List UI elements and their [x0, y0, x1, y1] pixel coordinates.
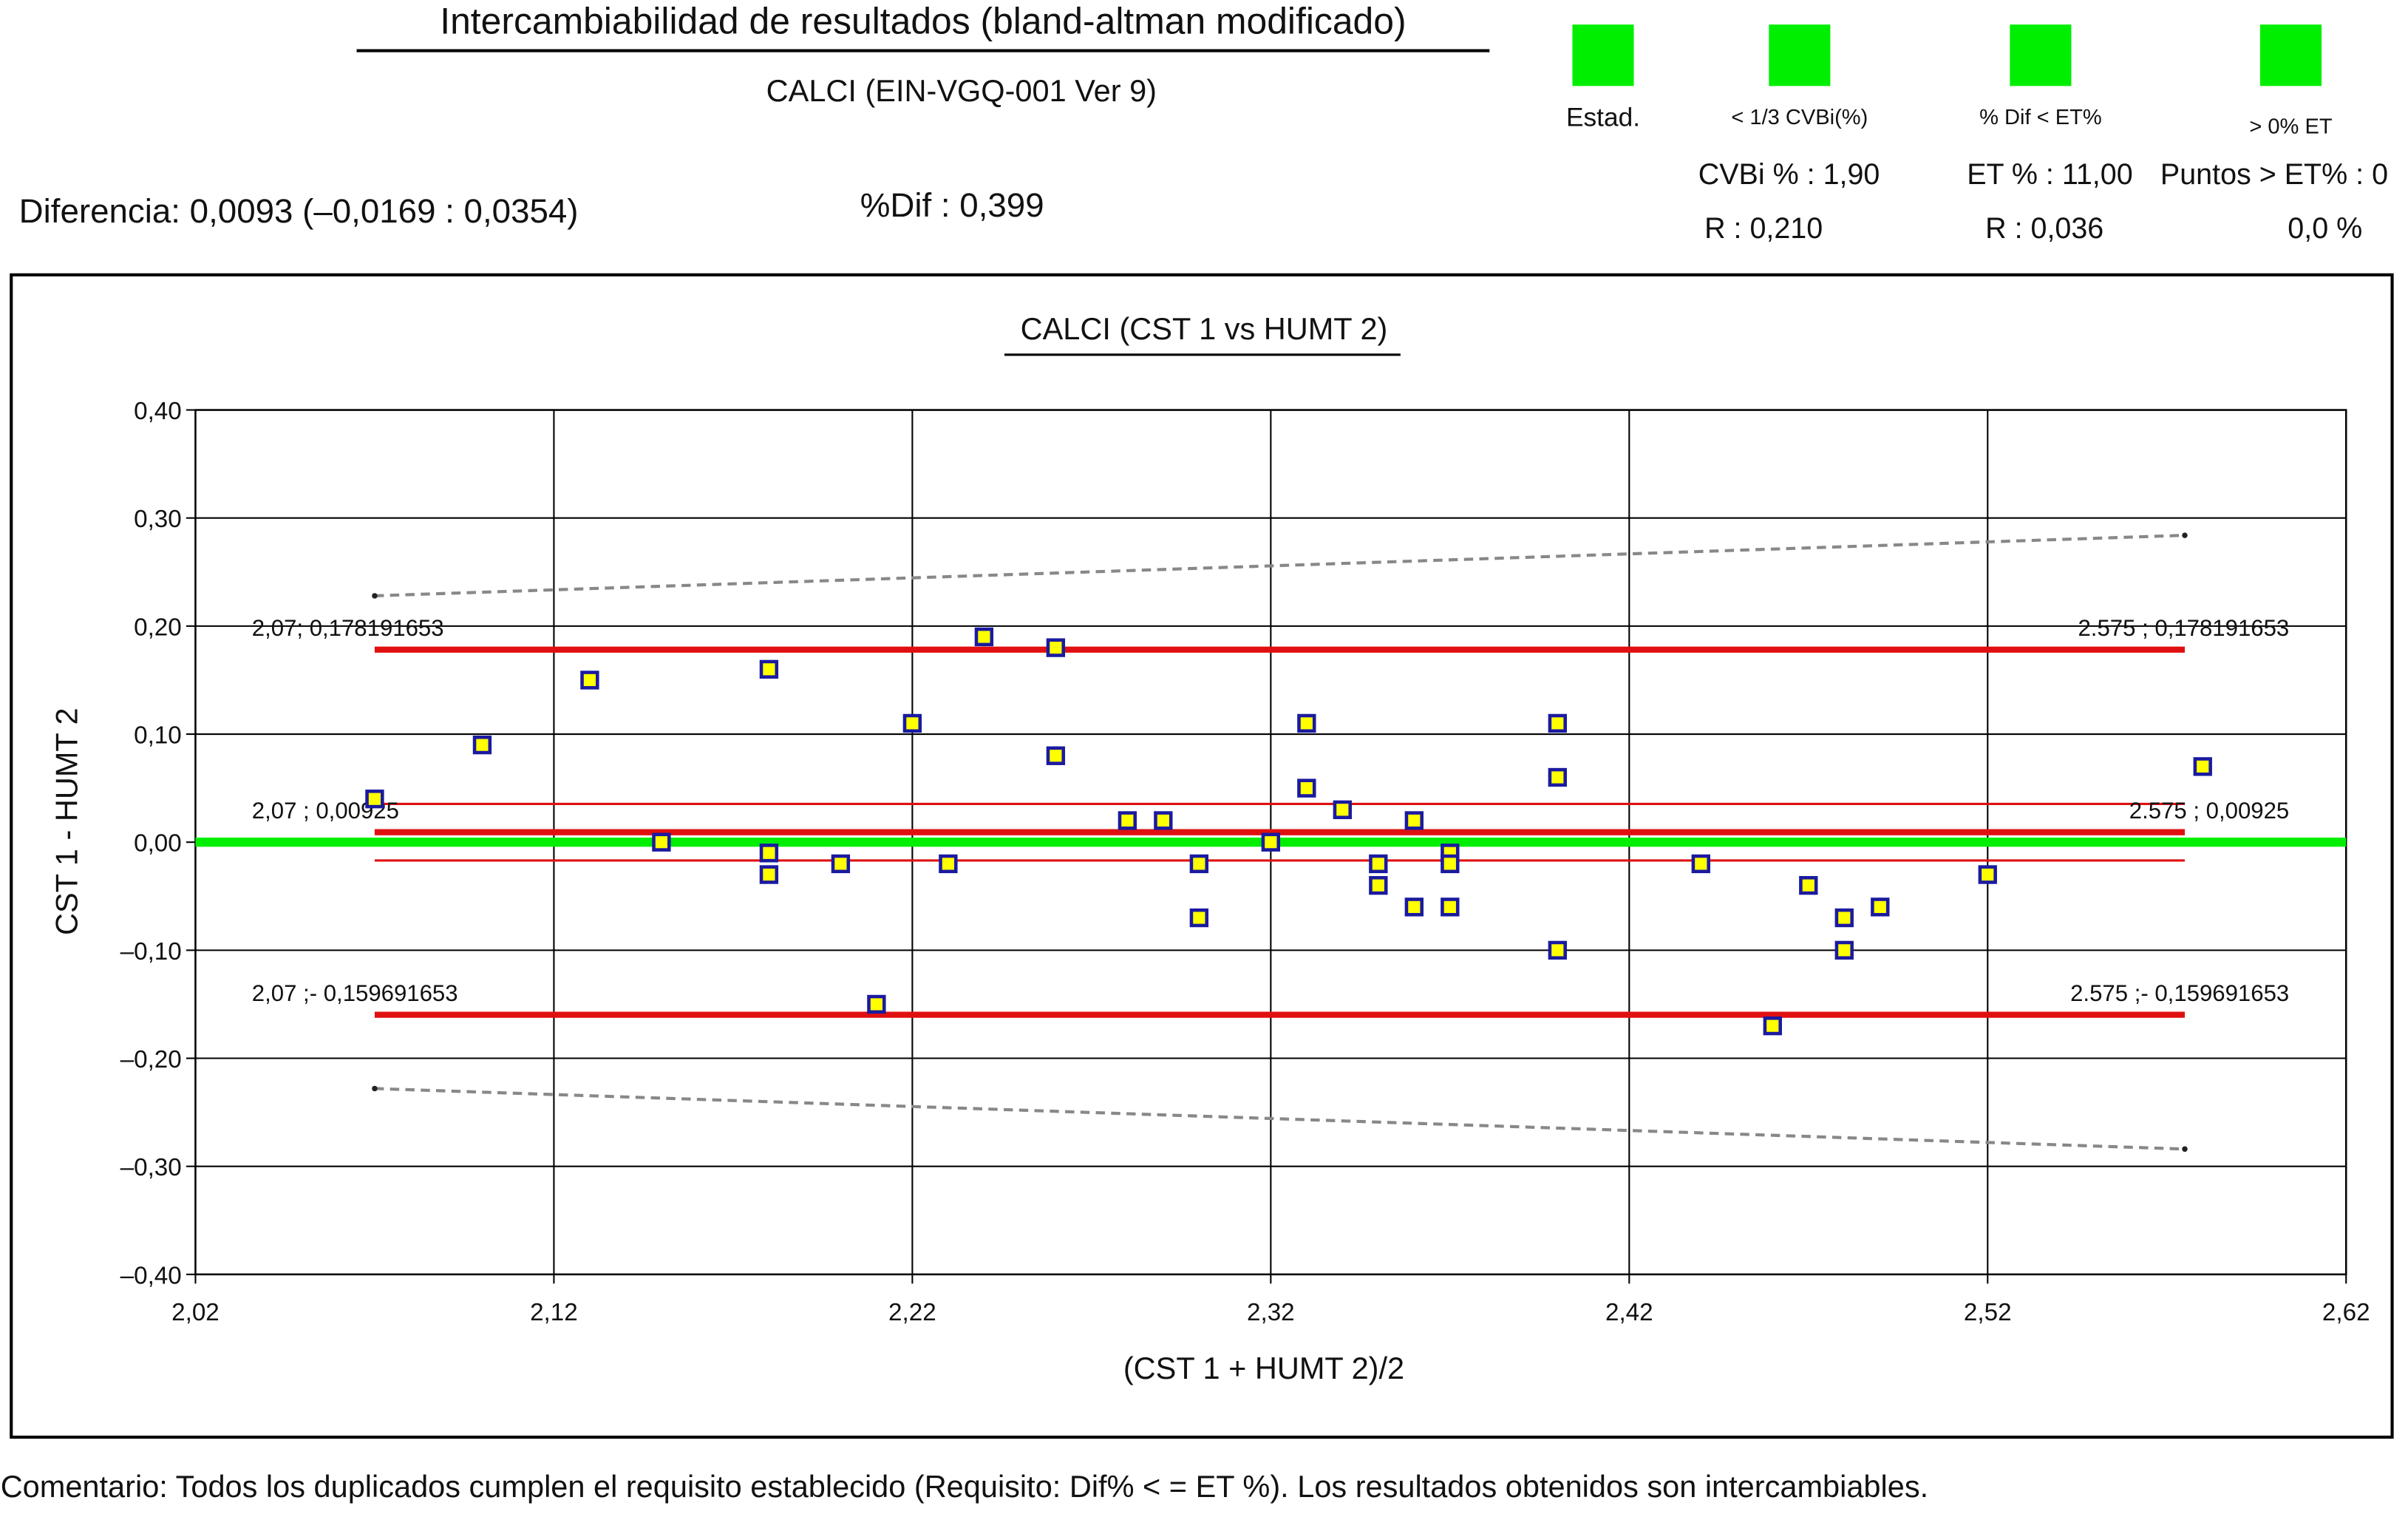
data-point	[1763, 1017, 1782, 1036]
data-point	[1154, 811, 1173, 830]
chart-frame	[10, 273, 2394, 1439]
y-tick-label: –0,10	[120, 938, 182, 965]
data-point	[1799, 875, 1818, 895]
data-point	[1297, 778, 1316, 798]
data-point	[1548, 940, 1567, 960]
data-point	[1441, 897, 1460, 917]
data-point	[1691, 854, 1710, 874]
x-tick-label: 2,42	[1605, 1299, 1653, 1326]
x-tick-label: 2,52	[1964, 1299, 2012, 1326]
data-point	[974, 627, 994, 647]
data-point	[580, 671, 599, 690]
data-point	[759, 865, 779, 884]
line-label: 2.575 ;- 0,159691653	[2070, 980, 2289, 1006]
status-legend: Estad. < 1/3 CVBi(%) % Dif < ET% > 0% ET	[1566, 24, 2333, 139]
data-point	[867, 994, 886, 1014]
data-point	[652, 832, 671, 852]
chart-title: CALCI (CST 1 vs HUMT 2)	[1021, 311, 1388, 346]
data-point	[1333, 800, 1353, 820]
data-point	[759, 659, 779, 679]
y-tick-label: –0,20	[120, 1046, 182, 1073]
legend-label: < 1/3 CVBi(%)	[1731, 106, 1868, 129]
x-axis-label: (CST 1 + HUMT 2)/2	[1123, 1351, 1404, 1385]
x-tick-label: 2,02	[171, 1299, 220, 1326]
difference: Diferencia: 0,0093 (–0,0169 : 0,0354)	[19, 192, 579, 230]
x-tick-label: 2,62	[2322, 1299, 2370, 1326]
legend-label: % Dif < ET%	[1979, 106, 2102, 129]
stat: ET % : 11,00	[1967, 158, 2132, 191]
stat: R : 0,036	[1985, 212, 2103, 245]
data-point	[2193, 757, 2212, 776]
data-point	[902, 713, 922, 733]
x-tick-label: 2,32	[1247, 1299, 1295, 1326]
report-title: Intercambiabilidad de resultados (bland-…	[440, 1, 1406, 42]
data-point	[1404, 811, 1424, 830]
legend-swatch	[2010, 24, 2072, 86]
x-tick-label: 2,12	[530, 1299, 578, 1326]
y-tick-label: –0,30	[120, 1154, 182, 1181]
y-tick-label: 0,00	[134, 830, 182, 858]
limit-end	[2182, 1146, 2188, 1153]
stat: R : 0,210	[1704, 212, 1823, 245]
data-point	[759, 844, 779, 863]
y-tick-label: 0,40	[134, 398, 182, 425]
y-tick-label: 0,30	[134, 506, 182, 533]
data-point	[1189, 908, 1209, 928]
limit-line	[374, 534, 2186, 598]
data-point	[939, 854, 958, 874]
x-tick-label: 2,22	[888, 1299, 936, 1326]
data-point	[1189, 854, 1209, 874]
limit-end	[372, 1085, 378, 1092]
y-tick-label: –0,40	[120, 1262, 182, 1289]
y-axis-label: CST 1 - HUMT 2	[50, 707, 84, 935]
stat: Puntos > ET% : 0	[2160, 158, 2388, 191]
data-point	[1978, 865, 1997, 884]
comment: Comentario: Todos los duplicados cumplen…	[1, 1469, 1928, 1504]
data-point	[1548, 767, 1567, 787]
line-label: 2,07 ;- 0,159691653	[252, 980, 458, 1006]
data-point	[1871, 897, 1890, 917]
data-point	[1834, 940, 1854, 960]
line-label: 2.575 ; 0,178191653	[2078, 615, 2289, 641]
data-point	[1441, 854, 1460, 874]
legend-swatch	[1572, 24, 1634, 86]
report-subtitle: CALCI (EIN-VGQ-001 Ver 9)	[766, 73, 1157, 108]
data-point	[1369, 854, 1388, 874]
pct-dif: %Dif : 0,399	[860, 186, 1044, 224]
legend-label: Estad.	[1566, 103, 1640, 132]
legend-label: > 0% ET	[2249, 115, 2333, 139]
data-point	[1118, 811, 1137, 830]
limit-end	[372, 593, 378, 599]
data-point	[1261, 832, 1281, 852]
stat: 0,0 %	[2288, 212, 2362, 245]
stat: CVBi % : 1,90	[1698, 158, 1880, 191]
limit-end	[2182, 532, 2188, 538]
data-point	[1046, 638, 1066, 657]
y-tick-label: 0,10	[134, 722, 182, 749]
data-point	[365, 790, 384, 809]
data-point	[1548, 713, 1567, 733]
y-tick-label: 0,20	[134, 614, 182, 641]
plot: 0,40 0,30 0,20 0,10 0,00 –0,10 –0,20 –0,30 –0,40…	[120, 398, 2370, 1326]
data-point	[1046, 746, 1066, 765]
data-point	[472, 735, 492, 755]
legend-swatch	[2259, 24, 2322, 86]
data-point	[1369, 875, 1388, 895]
line-label: 2.575 ; 0,00925	[2129, 798, 2289, 824]
limit-line	[374, 1087, 2186, 1151]
data-point	[1297, 713, 1316, 733]
line-label: 2,07; 0,178191653	[252, 615, 444, 641]
data-point	[1834, 908, 1854, 928]
data-point	[831, 854, 851, 874]
legend-swatch	[1769, 24, 1831, 86]
data-point	[1404, 897, 1424, 917]
